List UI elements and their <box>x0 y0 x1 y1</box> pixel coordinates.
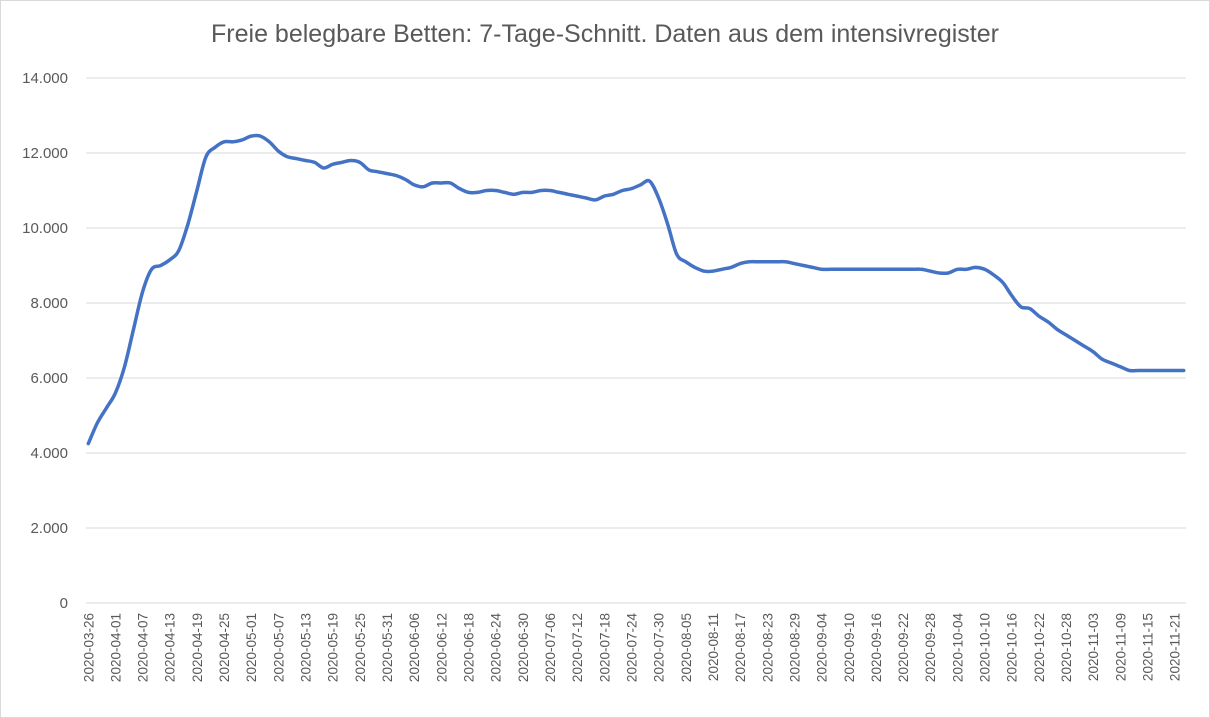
x-tick-label: 2020-04-19 <box>190 613 205 682</box>
series-line <box>86 133 1186 446</box>
x-tick-label: 2020-07-30 <box>652 613 667 682</box>
x-tick-label: 2020-08-23 <box>760 613 775 682</box>
x-tick-label: 2020-05-31 <box>380 613 395 682</box>
x-tick-label: 2020-06-30 <box>516 613 531 682</box>
x-tick-label: 2020-10-04 <box>950 613 965 683</box>
x-tick-label: 2020-07-06 <box>543 613 558 682</box>
x-tick-label: 2020-09-28 <box>923 613 938 682</box>
series-layer <box>86 133 1186 446</box>
x-tick-label: 2020-10-28 <box>1059 613 1074 682</box>
y-tick-label: 0 <box>60 595 68 612</box>
y-tick-label: 12.000 <box>22 145 68 162</box>
x-tick-label: 2020-05-19 <box>326 613 341 682</box>
x-tick-label: 2020-06-24 <box>489 613 504 683</box>
y-tick-label: 8.000 <box>30 295 68 312</box>
x-tick-label: 2020-08-05 <box>679 613 694 682</box>
x-tick-label: 2020-06-18 <box>462 613 477 682</box>
y-tick-label: 2.000 <box>30 520 68 537</box>
x-tick-label: 2020-09-04 <box>815 613 830 683</box>
chart-title: Freie belegbare Betten: 7-Tage-Schnitt. … <box>211 20 999 48</box>
y-tick-label: 4.000 <box>30 445 68 462</box>
x-tick-label: 2020-10-16 <box>1005 613 1020 682</box>
x-tick-label: 2020-11-03 <box>1086 613 1101 681</box>
x-tick-label: 2020-05-25 <box>353 613 368 682</box>
x-tick-label: 2020-05-13 <box>299 613 314 682</box>
x-axis-tick-labels: 2020-03-26 2020-04-01 2020-04-07 2020-04-13… <box>81 613 1182 683</box>
x-tick-label: 2020-07-12 <box>570 613 585 682</box>
x-tick-label: 2020-03-26 <box>81 613 96 682</box>
x-tick-label: 2020-07-24 <box>624 613 639 683</box>
x-tick-label: 2020-07-18 <box>597 613 612 682</box>
x-tick-label: 2020-11-21 <box>1168 613 1183 681</box>
y-tick-label: 6.000 <box>30 370 68 387</box>
x-tick-label: 2020-05-07 <box>271 613 286 682</box>
x-tick-label: 2020-05-01 <box>244 613 259 682</box>
x-tick-label: 2020-08-11 <box>706 613 721 681</box>
x-tick-label: 2020-09-10 <box>842 613 857 682</box>
y-tick-label: 10.000 <box>22 220 68 237</box>
x-tick-label: 2020-04-25 <box>217 613 232 682</box>
x-tick-label: 2020-04-01 <box>108 613 123 682</box>
gridlines <box>86 77 1186 604</box>
x-tick-label: 2020-09-16 <box>869 613 884 682</box>
x-tick-label: 2020-09-22 <box>896 613 911 682</box>
x-tick-label: 2020-06-06 <box>407 613 422 682</box>
x-tick-label: 2020-08-17 <box>733 613 748 682</box>
y-tick-label: 14.000 <box>22 70 68 87</box>
x-tick-label: 2020-11-09 <box>1113 613 1128 681</box>
y-axis-tick-labels: 0 2.000 4.000 6.000 8.000 10.000 12.000 14.000 <box>22 70 68 612</box>
x-tick-label: 2020-10-10 <box>978 613 993 682</box>
x-tick-label: 2020-06-12 <box>434 613 449 682</box>
x-tick-label: 2020-10-22 <box>1032 613 1047 682</box>
x-tick-label: 2020-04-13 <box>163 613 178 682</box>
x-tick-label: 2020-11-15 <box>1141 613 1156 681</box>
x-tick-label: 2020-04-07 <box>136 613 151 682</box>
x-tick-label: 2020-08-29 <box>787 613 802 682</box>
